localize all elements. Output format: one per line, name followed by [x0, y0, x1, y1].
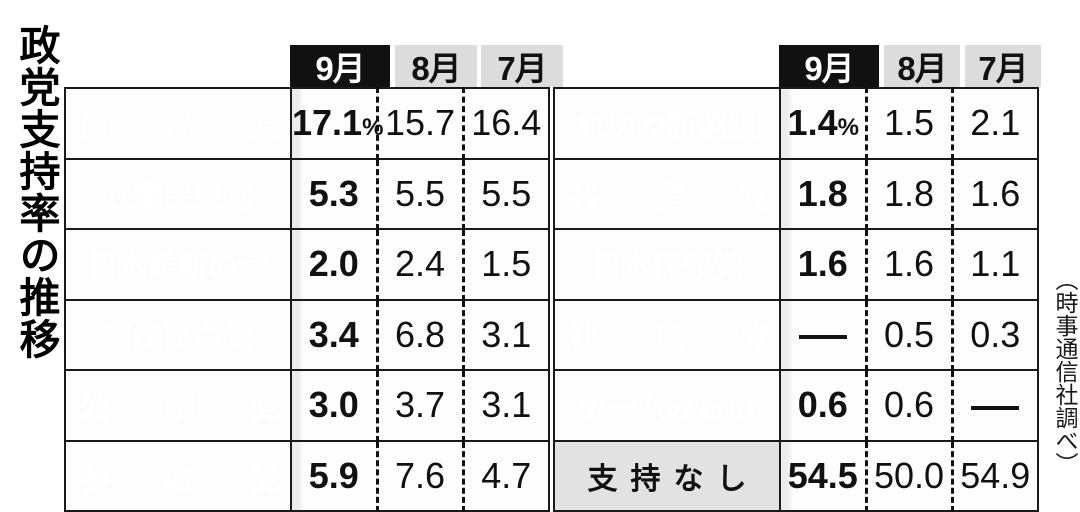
value-cell-current-month: 1.4%	[780, 87, 868, 160]
table-block-right: 9月 8月 7月 れいわ新選組 1.4% 1.5 2.1 共 産 党 1.8 1.8 1.6 日…	[553, 45, 1041, 512]
month-header-prev1-right: 8月	[884, 45, 960, 87]
value-cell-prev-month-2: 54.9	[952, 439, 1038, 512]
table-row: 公 明 党 3.0 3.7 3.1	[65, 369, 549, 442]
table-row: 国民民主党 3.4 6.8 3.1	[65, 298, 549, 371]
party-name-cell: 支持なし	[554, 439, 781, 512]
value-cell-current-month: 5.3	[291, 157, 379, 230]
no-data-dash-icon	[971, 405, 1020, 410]
table-row: 日本維新の会 2.0 2.4 1.5	[65, 228, 549, 301]
month-header-row-right: 9月 8月 7月	[553, 45, 1041, 87]
value-cell-current-month: 3.0	[291, 369, 379, 442]
value-cell-prev-month-1: 3.7	[377, 369, 465, 442]
value-cell-prev-month-1: 15.7	[377, 87, 465, 160]
month-header-prev2-right: 7月	[965, 45, 1041, 87]
value-cell-prev-month-2: 1.6	[952, 157, 1038, 230]
value-cell-current-month: 5.9	[291, 439, 379, 512]
party-name-cell: 日本維新の会	[65, 228, 292, 301]
value-cell-prev-month-1: 0.5	[866, 298, 954, 371]
no-data-dash-icon	[798, 335, 847, 340]
party-name-cell: れいわ新選組	[554, 87, 781, 160]
value-cell-current-month: 17.1%	[291, 87, 383, 160]
value-cell-prev-month-1: 6.8	[377, 298, 465, 371]
value-cell-prev-month-1: 1.5	[866, 87, 954, 160]
value-cell-prev-month-2: 3.1	[463, 369, 549, 442]
month-header-row-left: 9月 8月 7月	[64, 45, 563, 87]
value-cell-prev-month-1: 1.8	[866, 157, 954, 230]
month-header-prev1-left: 8月	[395, 45, 477, 87]
value-cell-current-month: 1.8	[780, 157, 868, 230]
month-header-current-left: 9月	[290, 45, 390, 87]
table-row: 立憲民主党 5.3 5.5 5.5	[65, 157, 549, 230]
table-row: 社 民 党 0.5 0.3	[554, 298, 1038, 371]
table-row: 支持なし 54.5 50.0 54.9	[554, 439, 1038, 512]
value-cell-current-month: 54.5	[780, 439, 868, 512]
value-cell-prev-month-2: 16.4	[463, 87, 549, 160]
table-row: 参 政 党 5.9 7.6 4.7	[65, 439, 549, 512]
value-cell-prev-month-2: 1.5	[463, 228, 549, 301]
table-row: 自 民 党 17.1% 15.7 16.4	[65, 87, 549, 160]
party-name-cell: 国民民主党	[65, 298, 292, 371]
table-row: れいわ新選組 1.4% 1.5 2.1	[554, 87, 1038, 160]
support-rate-table-left: 自 民 党 17.1% 15.7 16.4 立憲民主党 5.3 5.5 5.5 日本維新の会 2.…	[64, 87, 550, 512]
value-cell-current-month: 2.0	[291, 228, 379, 301]
party-name-cell: 共 産 党	[554, 157, 781, 230]
value-cell-prev-month-1: 5.5	[377, 157, 465, 230]
value-cell-prev-month-2	[952, 369, 1038, 442]
party-name-cell: 参 政 党	[65, 439, 292, 512]
value-cell-current-month: 1.6	[780, 228, 868, 301]
table-row: チームみらい 0.6 0.6	[554, 369, 1038, 442]
party-name-cell: 社 民 党	[554, 298, 781, 371]
value-cell-prev-month-1: 1.6	[866, 228, 954, 301]
value-cell-prev-month-1: 7.6	[377, 439, 465, 512]
value-cell-current-month: 3.4	[291, 298, 379, 371]
party-name-cell: 立憲民主党	[65, 157, 292, 230]
party-name-cell: 自 民 党	[65, 87, 292, 160]
value-cell-prev-month-1: 50.0	[866, 439, 954, 512]
value-cell-current-month	[780, 298, 868, 371]
month-header-prev2-left: 7月	[481, 45, 563, 87]
party-name-cell: チームみらい	[554, 369, 781, 442]
support-rate-table-right: れいわ新選組 1.4% 1.5 2.1 共 産 党 1.8 1.8 1.6 日本保守党 1.6 1.…	[553, 87, 1039, 512]
percent-sign: %	[362, 114, 383, 142]
month-header-current-right: 9月	[779, 45, 879, 87]
value-cell-prev-month-2: 3.1	[463, 298, 549, 371]
table-row: 共 産 党 1.8 1.8 1.6	[554, 157, 1038, 230]
value-cell-prev-month-2: 2.1	[952, 87, 1038, 160]
party-name-cell: 公 明 党	[65, 369, 292, 442]
value-cell-prev-month-2: 5.5	[463, 157, 549, 230]
value-cell-prev-month-2: 1.1	[952, 228, 1038, 301]
table-block-left: 9月 8月 7月 自 民 党 17.1% 15.7 16.4 立憲民主党 5.3 5.5 5.…	[64, 45, 563, 512]
percent-sign: %	[837, 114, 859, 142]
value-cell-prev-month-2: 4.7	[463, 439, 549, 512]
value-cell-prev-month-1: 0.6	[866, 369, 954, 442]
value-cell-prev-month-2: 0.3	[952, 298, 1038, 371]
page-title: 政党支持率の推移	[13, 24, 59, 360]
source-credit: （時事通信社調べ）	[1052, 268, 1078, 475]
value-cell-current-month: 0.6	[780, 369, 868, 442]
value-cell-prev-month-1: 2.4	[377, 228, 465, 301]
table-row: 日本保守党 1.6 1.6 1.1	[554, 228, 1038, 301]
party-name-cell: 日本保守党	[554, 228, 781, 301]
